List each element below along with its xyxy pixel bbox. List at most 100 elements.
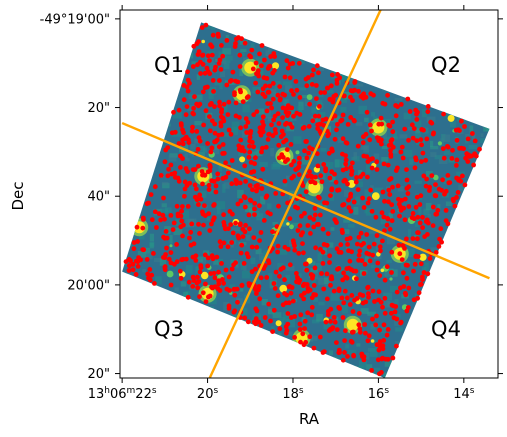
y-tick-label: 40" <box>87 190 110 205</box>
catalog-point <box>348 208 354 214</box>
texture-cell <box>149 233 154 242</box>
y-axis-ticks: -49°19'00"20"40"20'00"20" <box>40 12 503 382</box>
catalog-point <box>376 289 382 295</box>
texture-cell <box>343 189 351 197</box>
catalog-point <box>283 106 288 111</box>
catalog-point <box>185 77 191 83</box>
texture-cell <box>370 185 374 191</box>
catalog-point <box>183 134 189 140</box>
texture-cell <box>446 25 455 30</box>
texture-cell <box>124 363 129 371</box>
catalog-point <box>276 121 282 126</box>
catalog-point <box>384 222 390 228</box>
catalog-point <box>381 322 387 328</box>
catalog-point <box>292 243 297 249</box>
catalog-point <box>277 84 283 89</box>
catalog-point <box>194 280 200 286</box>
catalog-point <box>251 144 256 150</box>
texture-cell <box>388 212 393 220</box>
catalog-point <box>314 63 320 69</box>
texture-cell <box>283 99 287 105</box>
catalog-point <box>144 257 150 262</box>
catalog-point <box>182 193 187 199</box>
texture-cell <box>455 84 460 89</box>
catalog-point <box>225 170 231 176</box>
catalog-point <box>323 166 328 172</box>
texture-cell <box>482 70 490 75</box>
catalog-point <box>352 87 357 93</box>
catalog-point <box>323 319 329 325</box>
texture-cell <box>481 347 486 355</box>
texture-cell <box>302 94 310 98</box>
texture-cell <box>476 118 485 122</box>
catalog-point <box>340 112 346 118</box>
texture-cell <box>194 121 202 126</box>
catalog-point <box>211 215 217 221</box>
catalog-point <box>229 158 235 163</box>
bright-source <box>308 181 321 194</box>
catalog-point <box>354 276 359 282</box>
catalog-point <box>253 321 258 327</box>
catalog-point <box>296 172 302 178</box>
catalog-point <box>197 269 203 275</box>
catalog-point <box>393 113 399 119</box>
texture-cell <box>231 227 240 232</box>
texture-cell <box>410 56 418 60</box>
catalog-point <box>224 286 230 292</box>
texture-cell <box>346 22 352 25</box>
texture-cell <box>445 249 451 254</box>
texture-cell <box>493 224 501 232</box>
texture-cell <box>451 225 458 234</box>
catalog-point <box>357 248 363 254</box>
catalog-point <box>352 297 357 303</box>
catalog-point <box>406 285 412 291</box>
catalog-point <box>365 174 370 180</box>
catalog-point <box>390 119 395 125</box>
catalog-point <box>364 232 370 237</box>
catalog-point <box>396 196 401 202</box>
texture-cell <box>222 60 231 64</box>
catalog-point <box>179 257 185 263</box>
catalog-point <box>349 249 354 255</box>
texture-cell <box>122 201 125 207</box>
texture-cell <box>289 117 297 121</box>
texture-cell <box>350 34 359 39</box>
texture-cell <box>293 136 302 144</box>
catalog-point <box>206 294 211 300</box>
catalog-point <box>334 77 340 83</box>
catalog-point <box>314 96 319 101</box>
texture-cell <box>483 55 490 64</box>
catalog-point <box>389 218 395 224</box>
texture-cell <box>492 12 500 17</box>
texture-cell <box>493 350 501 359</box>
catalog-point <box>429 173 435 179</box>
texture-cell <box>223 132 232 137</box>
texture-cell <box>187 107 193 111</box>
catalog-point <box>312 265 318 271</box>
catalog-point <box>268 54 274 59</box>
texture-cell <box>488 284 490 290</box>
catalog-point <box>387 192 393 198</box>
texture-cell <box>380 36 388 43</box>
catalog-point <box>397 251 403 257</box>
texture-cell <box>321 171 326 180</box>
texture-cell <box>445 229 454 234</box>
catalog-point <box>309 146 315 152</box>
texture-cell <box>166 99 171 109</box>
catalog-point <box>223 160 229 166</box>
catalog-point <box>324 242 330 248</box>
catalog-point <box>393 304 399 309</box>
catalog-point <box>367 258 373 264</box>
texture-cell <box>311 107 317 114</box>
catalog-point <box>305 310 311 316</box>
texture-cell <box>345 344 350 349</box>
texture-cell <box>458 41 462 51</box>
texture-cell <box>255 57 263 66</box>
catalog-point <box>296 160 302 166</box>
catalog-point <box>413 107 419 113</box>
catalog-point <box>205 141 211 146</box>
catalog-point <box>195 285 201 291</box>
texture-cell <box>478 53 485 58</box>
catalog-point <box>252 200 258 206</box>
catalog-point <box>253 80 258 86</box>
